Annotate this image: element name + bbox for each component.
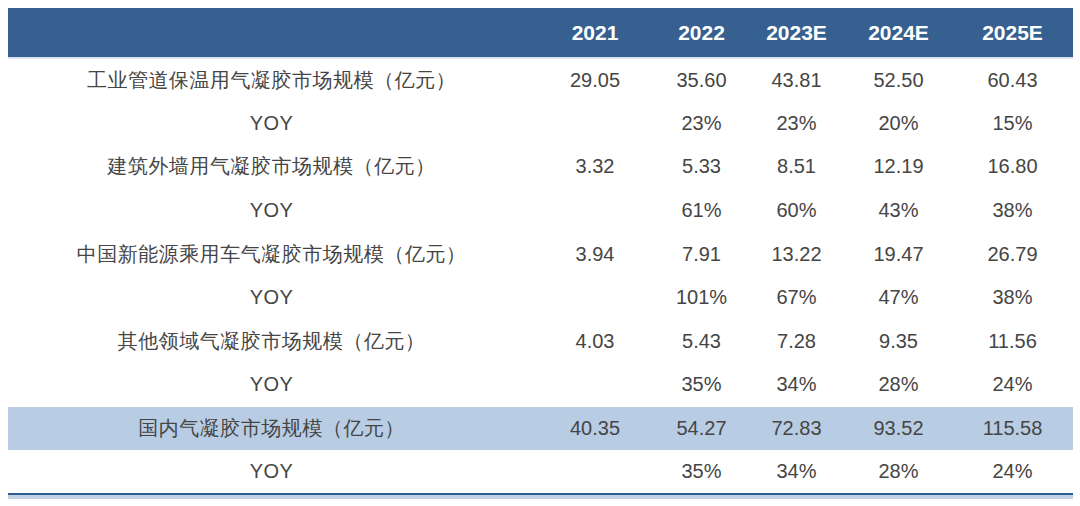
column-header-2021: 2021: [535, 8, 655, 58]
row-label: YOY: [8, 363, 535, 407]
column-header-blank: [8, 8, 535, 58]
cell-value: 4.03: [535, 320, 655, 364]
cell-value: 35%: [655, 450, 748, 494]
table-header: 2021 2022 2023E 2024E 2025E: [8, 8, 1073, 58]
cell-value: 16.80: [952, 145, 1073, 189]
cell-value: 35%: [655, 363, 748, 407]
cell-value: 115.58: [952, 407, 1073, 451]
column-header-2025e: 2025E: [952, 8, 1073, 58]
cell-value: 24%: [952, 450, 1073, 494]
table-row-nev-passenger-car: 中国新能源乘用车气凝胶市场规模（亿元） 3.94 7.91 13.22 19.4…: [8, 232, 1073, 276]
row-label: 建筑外墙用气凝胶市场规模（亿元）: [8, 145, 535, 189]
cell-value: 54.27: [655, 407, 748, 451]
cell-value: [535, 189, 655, 233]
table-row-yoy: YOY 61% 60% 43% 38%: [8, 189, 1073, 233]
cell-value: 26.79: [952, 232, 1073, 276]
cell-value: 3.94: [535, 232, 655, 276]
cell-value: 28%: [845, 450, 952, 494]
cell-value: [535, 363, 655, 407]
row-label: 工业管道保温用气凝胶市场规模（亿元）: [8, 58, 535, 102]
cell-value: 28%: [845, 363, 952, 407]
cell-value: 12.19: [845, 145, 952, 189]
row-label: 中国新能源乘用车气凝胶市场规模（亿元）: [8, 232, 535, 276]
column-header-2022: 2022: [655, 8, 748, 58]
row-label: 其他领域气凝胶市场规模（亿元）: [8, 320, 535, 364]
cell-value: 5.33: [655, 145, 748, 189]
row-label: YOY: [8, 276, 535, 320]
cell-value: 7.91: [655, 232, 748, 276]
cell-value: 52.50: [845, 58, 952, 102]
cell-value: 43.81: [748, 58, 845, 102]
cell-value: 11.56: [952, 320, 1073, 364]
table-row-building-exterior: 建筑外墙用气凝胶市场规模（亿元） 3.32 5.33 8.51 12.19 16…: [8, 145, 1073, 189]
cell-value: 93.52: [845, 407, 952, 451]
aerogel-market-size-table-container: 2021 2022 2023E 2024E 2025E 工业管道保温用气凝胶市场…: [8, 8, 1073, 495]
cell-value: 7.28: [748, 320, 845, 364]
cell-value: 47%: [845, 276, 952, 320]
cell-value: 5.43: [655, 320, 748, 364]
cell-value: 72.83: [748, 407, 845, 451]
table-body: 工业管道保温用气凝胶市场规模（亿元） 29.05 35.60 43.81 52.…: [8, 58, 1073, 494]
table-row-yoy: YOY 101% 67% 47% 38%: [8, 276, 1073, 320]
table-row-industrial-pipeline: 工业管道保温用气凝胶市场规模（亿元） 29.05 35.60 43.81 52.…: [8, 58, 1073, 102]
cell-value: 29.05: [535, 58, 655, 102]
table-row-domestic-total: 国内气凝胶市场规模（亿元） 40.35 54.27 72.83 93.52 11…: [8, 407, 1073, 451]
cell-value: 20%: [845, 102, 952, 146]
row-label: YOY: [8, 102, 535, 146]
cell-value: 23%: [655, 102, 748, 146]
cell-value: 9.35: [845, 320, 952, 364]
cell-value: 38%: [952, 189, 1073, 233]
cell-value: 34%: [748, 363, 845, 407]
aerogel-market-size-table: 2021 2022 2023E 2024E 2025E 工业管道保温用气凝胶市场…: [8, 8, 1073, 495]
row-label: YOY: [8, 189, 535, 233]
cell-value: 101%: [655, 276, 748, 320]
row-label: 国内气凝胶市场规模（亿元）: [8, 407, 535, 451]
cell-value: 40.35: [535, 407, 655, 451]
cell-value: 8.51: [748, 145, 845, 189]
cell-value: 15%: [952, 102, 1073, 146]
row-label: YOY: [8, 450, 535, 494]
cell-value: 38%: [952, 276, 1073, 320]
column-header-2023e: 2023E: [748, 8, 845, 58]
cell-value: 35.60: [655, 58, 748, 102]
cell-value: 23%: [748, 102, 845, 146]
table-row-yoy: YOY 35% 34% 28% 24%: [8, 450, 1073, 494]
cell-value: 61%: [655, 189, 748, 233]
cell-value: 34%: [748, 450, 845, 494]
cell-value: [535, 102, 655, 146]
header-row: 2021 2022 2023E 2024E 2025E: [8, 8, 1073, 58]
cell-value: 60%: [748, 189, 845, 233]
cell-value: 24%: [952, 363, 1073, 407]
cell-value: [535, 276, 655, 320]
table-row-yoy: YOY 35% 34% 28% 24%: [8, 363, 1073, 407]
table-row-other-fields: 其他领域气凝胶市场规模（亿元） 4.03 5.43 7.28 9.35 11.5…: [8, 320, 1073, 364]
cell-value: 19.47: [845, 232, 952, 276]
table-row-yoy: YOY 23% 23% 20% 15%: [8, 102, 1073, 146]
cell-value: 67%: [748, 276, 845, 320]
cell-value: [535, 450, 655, 494]
cell-value: 43%: [845, 189, 952, 233]
cell-value: 60.43: [952, 58, 1073, 102]
column-header-2024e: 2024E: [845, 8, 952, 58]
cell-value: 13.22: [748, 232, 845, 276]
cell-value: 3.32: [535, 145, 655, 189]
